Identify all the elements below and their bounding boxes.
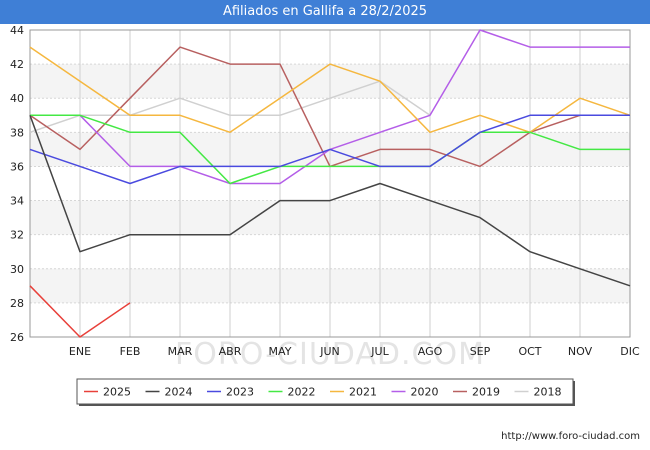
y-tick-label: 32 <box>10 229 24 242</box>
y-tick-label: 44 <box>10 24 24 37</box>
x-axis-ticks: ENE FEB MAR ABR MAY JUN JUL AGO SEP OCT NOV DIC <box>69 345 640 358</box>
x-tick-label: DIC <box>620 345 640 358</box>
legend-label: 2019 <box>472 386 500 399</box>
legend-box <box>76 378 574 405</box>
x-tick-label: FEB <box>120 345 141 358</box>
y-tick-label: 26 <box>10 331 24 344</box>
y-tick-label: 40 <box>10 92 24 105</box>
series-line-2018 <box>29 80 431 134</box>
y-tick-label: 34 <box>10 195 24 208</box>
series-line-2024 <box>29 115 631 287</box>
y-tick-label: 28 <box>10 297 24 310</box>
x-tick-label: ENE <box>69 345 91 358</box>
x-tick-label: JUN <box>319 345 340 358</box>
chart-title: Afiliados en Gallifa a 28/2/2025 <box>0 0 650 24</box>
series-line-2022 <box>30 114 630 185</box>
x-tick-label: NOV <box>568 345 593 358</box>
y-axis-ticks: 26 28 30 32 34 36 38 40 42 44 <box>10 24 24 344</box>
legend-label: 2024 <box>165 386 193 399</box>
legend-label: 2020 <box>411 386 439 399</box>
legend-label: 2025 <box>103 386 131 399</box>
legend-label: 2018 <box>534 386 562 399</box>
series-line-2023 <box>29 114 630 185</box>
x-tick-label: ABR <box>219 345 242 358</box>
y-tick-label: 38 <box>10 126 24 139</box>
legend: 2025 2024 2023 2022 2021 2020 2019 2018 <box>76 378 575 406</box>
x-tick-label: JUL <box>370 345 389 358</box>
watermark: FORO-CIUDAD.COM <box>175 337 485 372</box>
legend-label: 2022 <box>288 386 316 399</box>
series-lines <box>29 29 631 338</box>
x-tick-label: SEP <box>470 345 491 358</box>
x-tick-label: AGO <box>418 345 443 358</box>
y-tick-label: 36 <box>10 160 24 173</box>
series-line-2025 <box>29 285 131 338</box>
x-tick-label: MAR <box>168 345 193 358</box>
legend-label: 2021 <box>349 386 377 399</box>
y-tick-label: 42 <box>10 58 24 71</box>
y-tick-label: 30 <box>10 263 24 276</box>
source-url: http://www.foro-ciudad.com <box>501 431 640 442</box>
x-tick-label: OCT <box>518 345 541 358</box>
legend-label: 2023 <box>226 386 254 399</box>
plot-border <box>29 29 631 338</box>
x-tick-label: MAY <box>269 345 292 358</box>
